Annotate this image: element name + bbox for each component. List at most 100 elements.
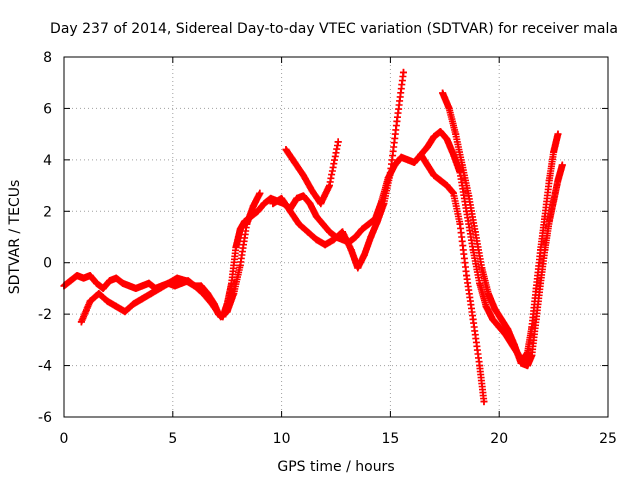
data-point xyxy=(358,225,366,233)
x-tick-label: 25 xyxy=(599,431,617,447)
data-point xyxy=(260,200,268,208)
series-sat-d xyxy=(269,68,407,272)
data-point xyxy=(77,318,85,326)
data-point xyxy=(517,359,525,367)
data-point xyxy=(476,362,484,370)
data-point xyxy=(443,182,451,190)
y-tick-label: -6 xyxy=(38,410,52,426)
data-point xyxy=(550,148,558,156)
data-points xyxy=(60,68,566,406)
data-point xyxy=(256,189,264,197)
x-tick-label: 20 xyxy=(490,431,508,447)
data-point xyxy=(217,313,225,321)
data-point xyxy=(138,295,146,303)
data-point xyxy=(95,290,103,298)
data-point xyxy=(173,274,181,282)
data-point xyxy=(308,187,316,195)
data-point xyxy=(532,315,540,323)
data-point xyxy=(545,218,553,226)
data-point xyxy=(456,220,464,228)
y-tick-label: -4 xyxy=(38,359,52,375)
data-point xyxy=(269,200,277,208)
data-point xyxy=(119,279,127,287)
data-point xyxy=(550,197,558,205)
data-point xyxy=(132,284,140,292)
data-point xyxy=(171,282,179,290)
data-point xyxy=(80,274,88,282)
data-point xyxy=(236,261,244,269)
data-point xyxy=(291,158,299,166)
chart-title: Day 237 of 2014, Sidereal Day-to-day VTE… xyxy=(50,21,618,37)
data-point xyxy=(360,251,368,259)
data-point xyxy=(319,220,327,228)
data-point xyxy=(399,68,407,76)
data-point xyxy=(354,264,362,272)
series-sat-f xyxy=(439,89,566,370)
data-point xyxy=(223,308,231,316)
data-point xyxy=(232,243,240,251)
data-point xyxy=(121,308,129,316)
y-axis-label: SDTVAR / TECUs xyxy=(7,180,23,295)
data-point xyxy=(545,176,553,184)
data-point xyxy=(528,351,536,359)
data-point xyxy=(145,279,153,287)
data-point xyxy=(339,228,347,236)
data-point xyxy=(325,182,333,190)
data-point xyxy=(489,315,497,323)
data-point xyxy=(138,282,146,290)
plot-frame xyxy=(63,56,609,418)
series-points xyxy=(60,128,562,364)
data-point xyxy=(228,279,236,287)
data-point xyxy=(278,194,286,202)
y-tick-label: 6 xyxy=(43,101,52,117)
data-point xyxy=(112,302,120,310)
data-point xyxy=(106,277,114,285)
data-point xyxy=(367,233,375,241)
data-point xyxy=(93,279,101,287)
series-sat-c xyxy=(282,138,342,208)
data-point xyxy=(282,146,290,154)
data-point xyxy=(325,228,333,236)
data-point xyxy=(130,300,138,308)
y-tick-label: 2 xyxy=(43,204,52,220)
data-point xyxy=(73,272,81,280)
data-point xyxy=(312,236,320,244)
data-point xyxy=(393,117,401,125)
data-point xyxy=(445,104,453,112)
data-point xyxy=(510,341,518,349)
data-point xyxy=(293,194,301,202)
data-point xyxy=(410,158,418,166)
series-sat-a xyxy=(60,128,562,364)
data-point xyxy=(465,192,473,200)
data-point xyxy=(254,207,262,215)
y-tick-label: -2 xyxy=(38,307,52,323)
data-point xyxy=(286,207,294,215)
data-point xyxy=(299,171,307,179)
series-sat-e xyxy=(417,151,488,406)
x-tick-label: 0 xyxy=(60,431,69,447)
data-point xyxy=(430,171,438,179)
axis-ticks: 0 5 10 15 20 25 -6 -4 -2 0 2 4 6 8 xyxy=(38,50,617,447)
data-point xyxy=(439,89,447,97)
data-point xyxy=(391,161,399,169)
data-point xyxy=(104,297,112,305)
y-tick-label: 8 xyxy=(43,50,52,66)
data-point xyxy=(458,161,466,169)
data-point xyxy=(243,220,251,228)
data-point xyxy=(482,302,490,310)
data-point xyxy=(471,228,479,236)
data-point xyxy=(330,236,338,244)
data-point xyxy=(365,220,373,228)
data-point xyxy=(230,290,238,298)
x-tick-label: 10 xyxy=(273,431,291,447)
x-tick-label: 5 xyxy=(168,431,177,447)
data-point xyxy=(86,297,94,305)
data-point xyxy=(436,176,444,184)
data-point xyxy=(304,228,312,236)
data-point xyxy=(352,233,360,241)
data-point xyxy=(321,241,329,249)
data-point xyxy=(99,284,107,292)
data-point xyxy=(532,284,540,292)
data-point xyxy=(430,133,438,141)
